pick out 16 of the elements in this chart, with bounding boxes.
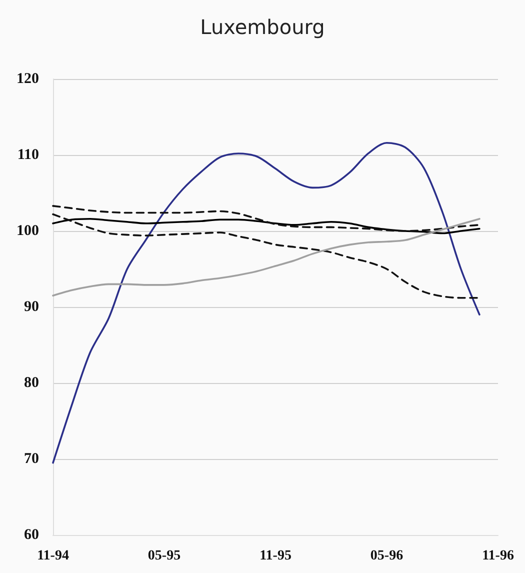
x-tick-label: 05-95: [148, 548, 181, 564]
y-tick-label: 120: [16, 71, 39, 87]
line-series: [52, 218, 480, 234]
y-tick-label: 100: [16, 223, 39, 239]
y-tick-label: 70: [24, 451, 39, 467]
line-series: [52, 142, 480, 464]
y-tick-label: 110: [17, 147, 39, 163]
line-series: [52, 205, 480, 232]
x-tick-label: 05-96: [370, 548, 404, 564]
y-tick-label: 80: [24, 375, 39, 391]
y-tick-label: 90: [24, 299, 39, 315]
x-tick-label: 11-96: [482, 548, 514, 564]
y-tick-label: 60: [24, 527, 39, 543]
chart-title: Luxembourg: [200, 15, 325, 39]
x-tick-label: 11-94: [37, 548, 69, 564]
x-tick-label: 11-95: [260, 548, 292, 564]
